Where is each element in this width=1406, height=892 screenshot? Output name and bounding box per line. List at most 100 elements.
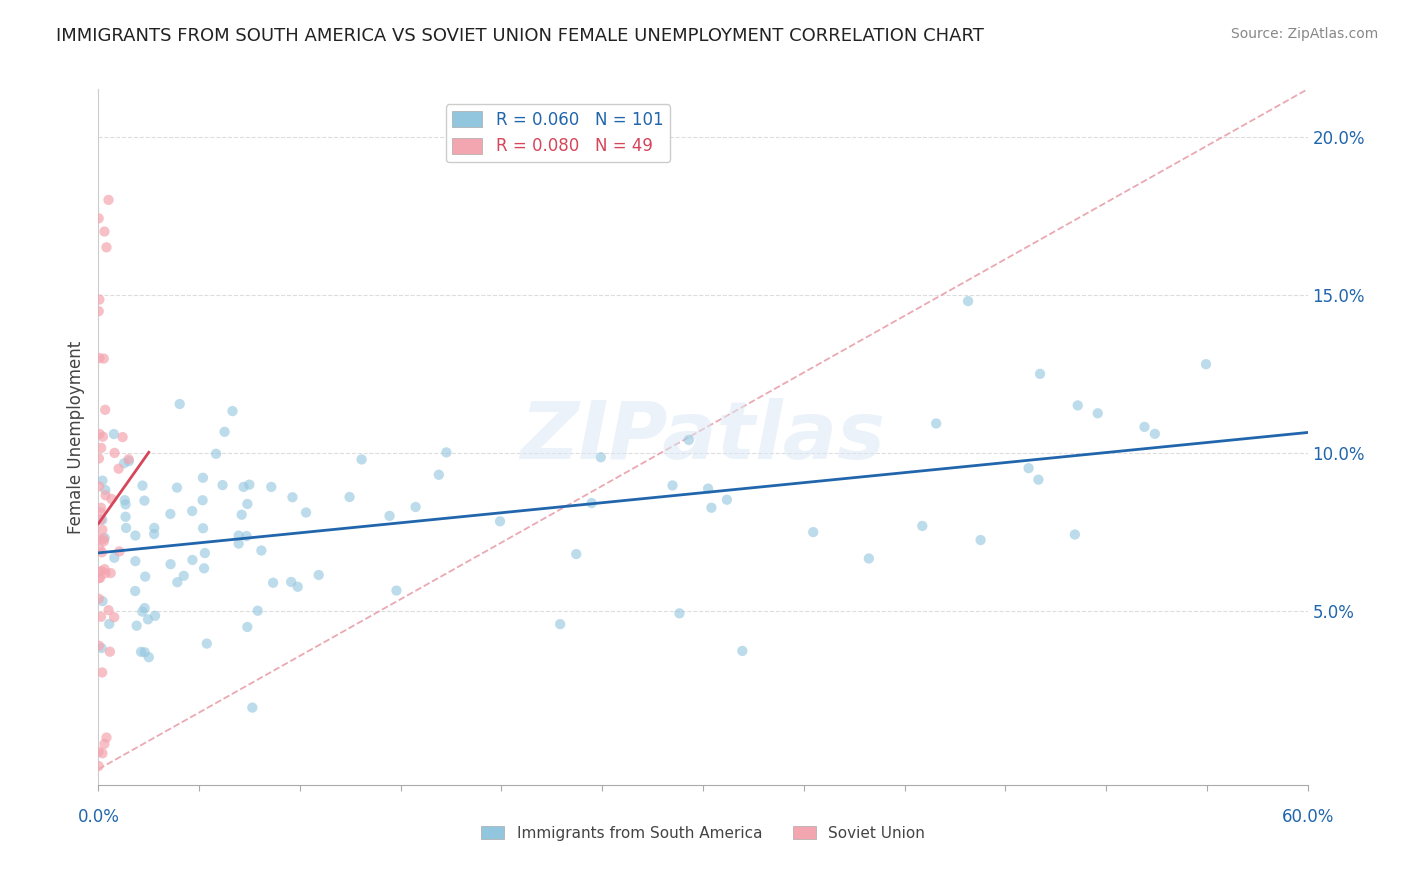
Point <box>1195 357 1218 371</box>
Point <box>89 351 111 365</box>
Point <box>87 745 110 759</box>
Point <box>697 482 720 496</box>
Point <box>134 493 156 508</box>
Point <box>91 474 114 488</box>
Point <box>87 565 110 579</box>
Point <box>228 536 250 550</box>
Point <box>114 509 136 524</box>
Point <box>193 561 215 575</box>
Point <box>90 506 112 520</box>
Point <box>87 211 110 226</box>
Text: IMMIGRANTS FROM SOUTH AMERICA VS SOVIET UNION FEMALE UNEMPLOYMENT CORRELATION CH: IMMIGRANTS FROM SOUTH AMERICA VS SOVIET … <box>56 27 984 45</box>
Point <box>103 427 125 442</box>
Point <box>93 532 115 546</box>
Point <box>166 481 188 495</box>
Point <box>90 564 112 578</box>
Point <box>115 521 138 535</box>
Point <box>143 521 166 535</box>
Point <box>159 507 181 521</box>
Point <box>238 477 260 491</box>
Point <box>134 601 156 615</box>
Point <box>159 558 181 572</box>
Point <box>87 591 110 606</box>
Text: 0.0%: 0.0% <box>77 808 120 826</box>
Point <box>214 425 236 439</box>
Point <box>103 550 125 565</box>
Text: 60.0%: 60.0% <box>1281 808 1334 826</box>
Point <box>138 650 160 665</box>
Point <box>100 566 122 580</box>
Point <box>124 584 146 599</box>
Point <box>89 293 111 307</box>
Point <box>124 554 146 568</box>
Point <box>195 637 218 651</box>
Point <box>221 404 243 418</box>
Point <box>240 700 263 714</box>
Point <box>103 610 125 624</box>
Point <box>129 645 152 659</box>
Point <box>1143 426 1166 441</box>
Point <box>385 583 408 598</box>
Point <box>90 441 112 455</box>
Point <box>93 531 115 545</box>
Point <box>969 533 991 547</box>
Point <box>91 747 114 761</box>
Point <box>118 452 141 467</box>
Point <box>98 616 121 631</box>
Point <box>97 603 120 617</box>
Point <box>232 480 254 494</box>
Point <box>250 543 273 558</box>
Point <box>1087 406 1109 420</box>
Point <box>90 609 112 624</box>
Point <box>191 521 214 535</box>
Point <box>1067 399 1090 413</box>
Point <box>96 240 118 254</box>
Point <box>308 568 330 582</box>
Point <box>118 454 141 468</box>
Point <box>181 553 204 567</box>
Point <box>211 478 233 492</box>
Point <box>124 528 146 542</box>
Point <box>108 544 131 558</box>
Point <box>89 541 111 556</box>
Point <box>90 512 112 526</box>
Point <box>90 545 112 559</box>
Point <box>489 514 512 528</box>
Y-axis label: Female Unemployment: Female Unemployment <box>66 341 84 533</box>
Point <box>89 532 111 546</box>
Point <box>565 547 588 561</box>
Point <box>94 402 117 417</box>
Point <box>112 456 135 470</box>
Point <box>295 506 318 520</box>
Point <box>93 562 115 576</box>
Point <box>191 493 214 508</box>
Point <box>427 467 450 482</box>
Point <box>731 644 754 658</box>
Point <box>236 620 259 634</box>
Point <box>96 731 118 745</box>
Point <box>339 490 361 504</box>
Point <box>93 737 115 751</box>
Point <box>173 568 195 582</box>
Point <box>97 193 120 207</box>
Point <box>957 294 980 309</box>
Point <box>94 483 117 497</box>
Point <box>131 478 153 492</box>
Point <box>89 427 111 442</box>
Point <box>191 471 214 485</box>
Point <box>94 566 117 581</box>
Point <box>87 304 110 318</box>
Point <box>801 525 824 540</box>
Legend: Immigrants from South America, Soviet Union: Immigrants from South America, Soviet Un… <box>475 820 931 847</box>
Point <box>436 445 458 459</box>
Point <box>134 569 156 583</box>
Point <box>87 571 110 585</box>
Point <box>94 488 117 502</box>
Point <box>93 351 115 366</box>
Point <box>136 612 159 626</box>
Point <box>100 491 122 506</box>
Text: ZIPatlas: ZIPatlas <box>520 398 886 476</box>
Point <box>205 447 228 461</box>
Point <box>91 430 114 444</box>
Point <box>91 594 114 608</box>
